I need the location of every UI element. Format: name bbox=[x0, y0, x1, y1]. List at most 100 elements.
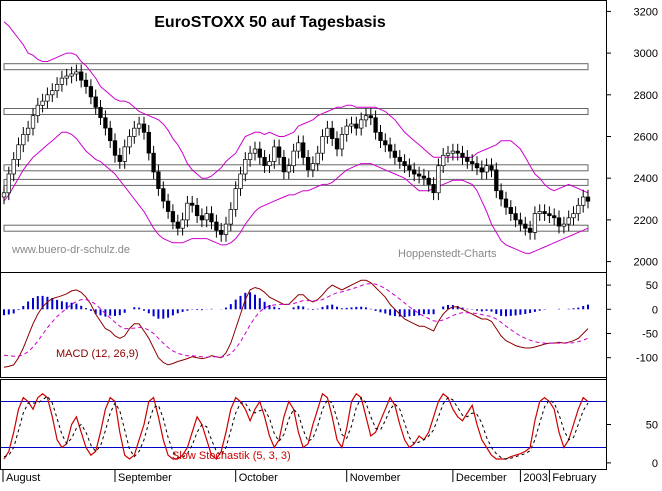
candle-body bbox=[305, 156, 311, 171]
candle-body bbox=[455, 150, 460, 154]
price-tick-label: 2800 bbox=[634, 90, 658, 102]
candle-body bbox=[484, 165, 489, 173]
macd-signal-line bbox=[3, 283, 589, 358]
candle-body bbox=[54, 84, 60, 92]
candle-body bbox=[296, 142, 301, 152]
candle-body bbox=[88, 86, 94, 98]
stochastic-layer: 50 0 bbox=[1, 392, 658, 470]
candle-body bbox=[339, 134, 345, 150]
month-label: August bbox=[6, 472, 40, 484]
candle-body bbox=[247, 152, 253, 160]
stochastic-k-line bbox=[3, 392, 589, 460]
candle-body bbox=[508, 207, 513, 215]
candle-body bbox=[325, 127, 330, 137]
macd-panel-frame bbox=[0, 272, 607, 378]
candle-body bbox=[359, 119, 364, 129]
candle-body bbox=[291, 150, 296, 167]
candle-body bbox=[349, 123, 354, 127]
month-label: 2003 bbox=[523, 472, 547, 484]
candle-body bbox=[378, 131, 383, 141]
candle-body bbox=[383, 140, 388, 146]
chart-title: EuroSTOXX 50 auf Tagesbasis bbox=[154, 14, 386, 31]
candle-body bbox=[334, 138, 340, 150]
candle-body bbox=[45, 94, 50, 102]
candle-body bbox=[445, 152, 451, 156]
candle-body bbox=[368, 115, 373, 119]
candle-body bbox=[170, 211, 176, 223]
candle-body bbox=[11, 159, 16, 175]
candle-body bbox=[238, 173, 243, 189]
bollinger-lower-line bbox=[3, 131, 589, 254]
candle-body bbox=[257, 148, 262, 158]
candle-body bbox=[460, 152, 465, 158]
candle-body bbox=[199, 215, 205, 221]
price-tick-label: 2200 bbox=[634, 215, 658, 227]
candle-body bbox=[392, 150, 398, 158]
candle-body bbox=[136, 123, 142, 129]
macd-tick-label: -50 bbox=[642, 329, 658, 341]
candle-body bbox=[40, 100, 45, 106]
candle-body bbox=[190, 202, 195, 206]
candle-body bbox=[441, 154, 446, 167]
candle-body bbox=[397, 156, 402, 162]
candle-body bbox=[219, 229, 224, 235]
stochastic-d-line bbox=[3, 395, 589, 460]
price-tick-label: 2000 bbox=[634, 257, 658, 269]
candle-body bbox=[320, 136, 325, 154]
candle-body bbox=[387, 144, 393, 152]
candle-body bbox=[194, 204, 200, 217]
candle-body bbox=[552, 215, 557, 219]
support-resistance-band bbox=[3, 224, 589, 232]
macd-tick-label: 50 bbox=[646, 280, 658, 292]
candle-body bbox=[151, 152, 156, 173]
candle-body bbox=[35, 104, 40, 116]
candle-body bbox=[330, 127, 335, 139]
candle-body bbox=[416, 173, 422, 177]
candle-body bbox=[426, 177, 431, 185]
candle-body bbox=[16, 144, 21, 160]
candle-body bbox=[518, 219, 523, 225]
candle-body bbox=[25, 127, 31, 135]
watermark-left: www.buero-dr-schulz.de bbox=[11, 244, 130, 256]
candle-body bbox=[436, 165, 441, 194]
candle-body bbox=[465, 156, 470, 162]
candle-body bbox=[566, 217, 571, 225]
candle-body bbox=[6, 173, 11, 194]
candle-body bbox=[402, 161, 407, 167]
candle-body bbox=[373, 117, 378, 133]
candle-body bbox=[286, 165, 291, 173]
candle-body bbox=[344, 125, 349, 135]
candle-body bbox=[156, 171, 161, 189]
candle-body bbox=[585, 196, 591, 202]
month-label: December bbox=[456, 472, 507, 484]
candle-body bbox=[79, 71, 84, 81]
candle-body bbox=[542, 211, 547, 214]
candle-body bbox=[59, 77, 65, 85]
candle-body bbox=[527, 227, 533, 233]
candle-body bbox=[252, 148, 258, 154]
candle-body bbox=[112, 140, 118, 156]
candle-body bbox=[175, 221, 180, 229]
macd-tick-label: 0 bbox=[652, 304, 658, 316]
candle-body bbox=[537, 211, 542, 214]
candle-body bbox=[272, 146, 277, 162]
candle-body bbox=[421, 175, 427, 179]
candle-body bbox=[122, 146, 127, 162]
candle-body bbox=[498, 190, 504, 200]
candle-body bbox=[301, 142, 306, 158]
bollinger-upper-line bbox=[3, 21, 589, 194]
candle-body bbox=[64, 75, 69, 79]
support-resistance-band bbox=[3, 63, 589, 71]
candle-body bbox=[228, 209, 233, 225]
month-label: October bbox=[239, 472, 278, 484]
candle-body bbox=[354, 123, 359, 129]
macd-line bbox=[3, 279, 589, 368]
price-tick-label: 3200 bbox=[634, 6, 658, 18]
candle-body bbox=[479, 167, 484, 173]
support-resistance-band bbox=[3, 108, 589, 115]
macd-label: MACD (12, 26,9) bbox=[56, 348, 139, 360]
candle-body bbox=[576, 204, 581, 214]
candle-body bbox=[470, 161, 475, 164]
